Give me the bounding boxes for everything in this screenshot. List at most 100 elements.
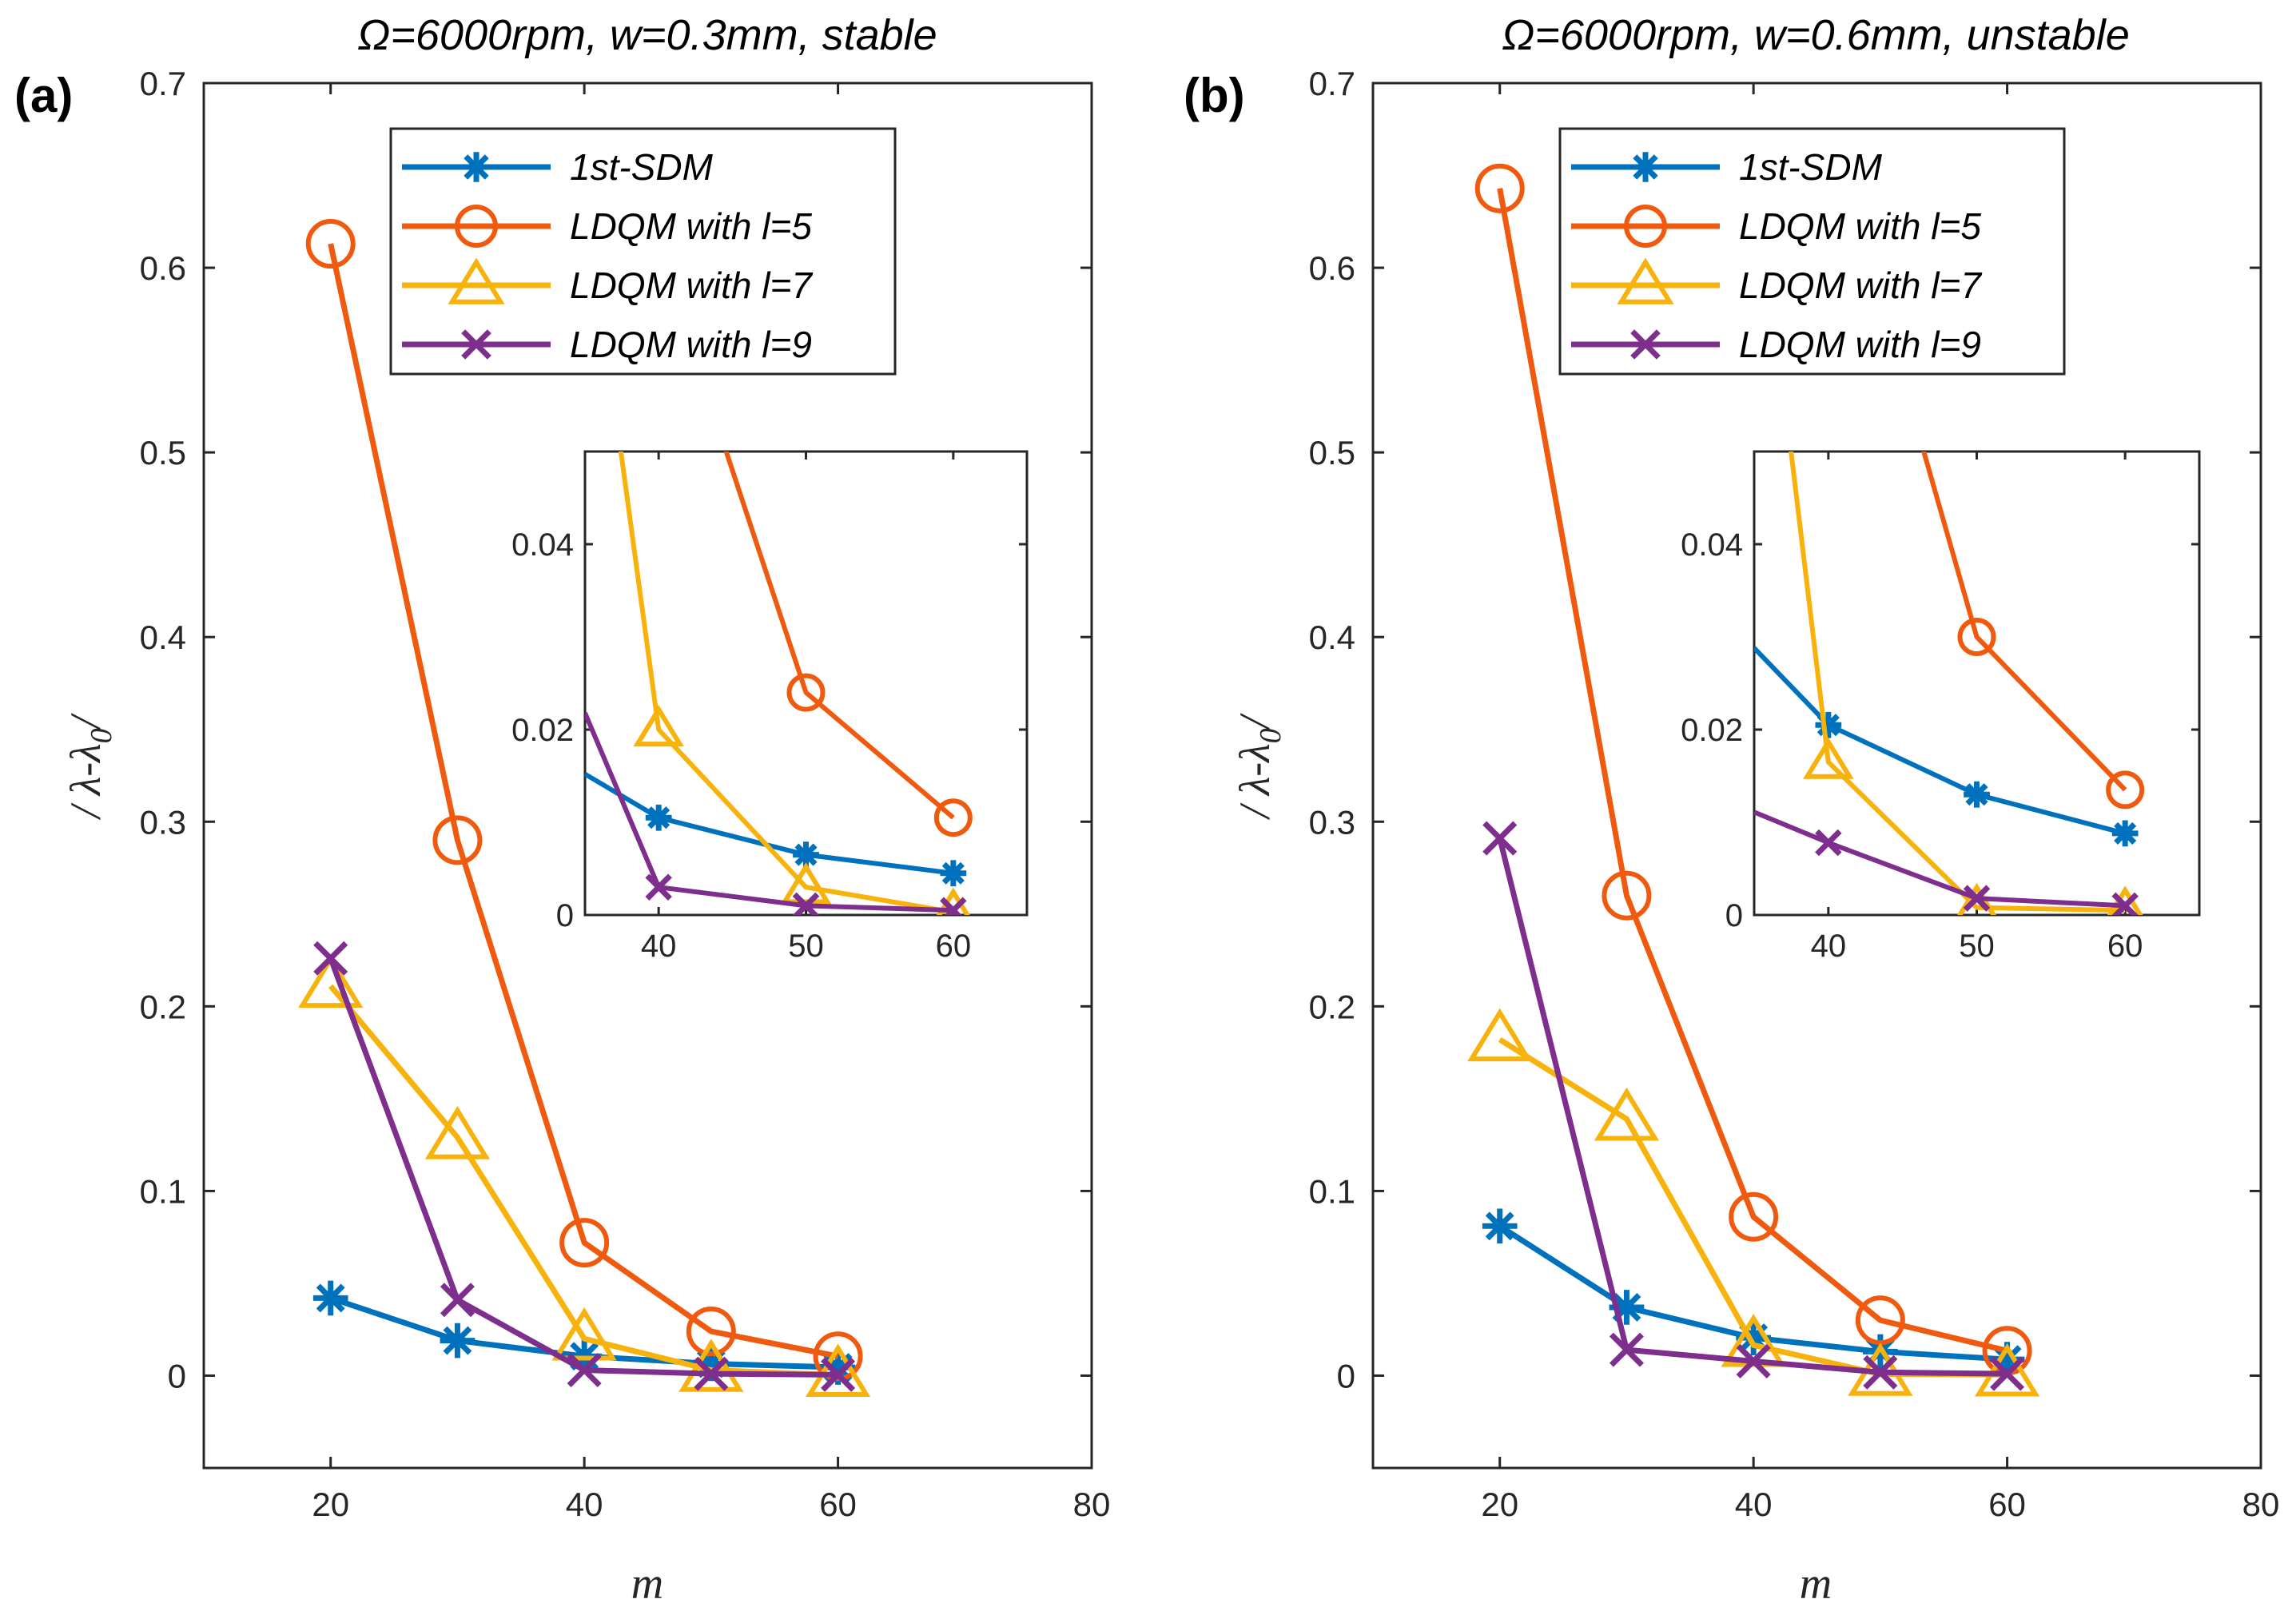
series-ldqm-l9 — [1482, 821, 2025, 1391]
inset-x-tick-label: 40 — [1811, 929, 1847, 964]
legend-label: LDQM with l=9 — [570, 324, 812, 365]
y-tick-label: 0.4 — [1309, 619, 1355, 656]
legend-entry-ldqm-l9: LDQM with l=9 — [1571, 324, 1981, 365]
legend-entry-ldqm-l5: LDQM with l=5 — [402, 205, 812, 248]
data-point-ldqm-l5 — [1474, 163, 1525, 213]
y-tick-label: 0.7 — [140, 65, 186, 102]
legend-label: LDQM with l=7 — [1739, 265, 1982, 306]
inset-data-point-sdm — [1964, 781, 1990, 808]
inset-data-point-ldqm-l9 — [2111, 892, 2139, 915]
data-point-ldqm-l9 — [440, 1283, 475, 1318]
y-axis-label: / λ-λ0/ — [1231, 712, 1287, 820]
legend-marker — [1617, 257, 1674, 304]
series-line-ldqm-l5 — [1497, 188, 2008, 1354]
x-tick-label: 40 — [1735, 1486, 1773, 1523]
inset-series-line-ldqm-l7 — [618, 451, 954, 915]
legend-marker — [455, 205, 498, 248]
inset-y-tick-label: 0.04 — [511, 527, 574, 563]
series-ldqm-l7 — [298, 954, 871, 1397]
inset-series-line-ldqm-l5 — [723, 451, 955, 820]
inset-series-line-ldqm-l7 — [1789, 451, 2126, 913]
data-point-sdm — [1609, 1290, 1645, 1325]
data-point-ldqm-l9 — [1990, 1356, 2025, 1391]
y-axis-label-main: / λ-λ — [1231, 743, 1279, 820]
series-ldqm-l9 — [313, 941, 856, 1392]
legend-marker — [461, 152, 491, 182]
inset-series-line-ldqm-l9 — [1754, 810, 2126, 909]
inset-data-point-ldqm-l9 — [645, 873, 672, 901]
data-point-ldqm-l7 — [424, 1106, 491, 1160]
inset-data-point-ldqm-l5 — [2106, 770, 2145, 810]
panel-label: (a) — [14, 69, 73, 122]
data-point-ldqm-l7 — [1467, 1008, 1533, 1062]
inset-x-tick-label: 50 — [1959, 929, 1995, 964]
data-point-ldqm-l5 — [1602, 870, 1652, 921]
y-tick-label: 0 — [1337, 1357, 1355, 1394]
inset-data-point-sdm — [793, 841, 819, 868]
inset-data-point-ldqm-l5 — [933, 798, 973, 837]
data-point-sdm — [440, 1323, 476, 1358]
y-tick-label: 0.3 — [140, 803, 186, 841]
inset-data-point-ldqm-l5 — [1957, 618, 1996, 656]
panel-label: (b) — [1184, 69, 1245, 122]
inset-data-point-ldqm-l9 — [1963, 885, 1991, 912]
legend-entry-ldqm-l9: LDQM with l=9 — [402, 324, 812, 365]
inset-data — [585, 451, 973, 915]
legend-marker — [448, 257, 505, 304]
y-tick-label: 0.3 — [1309, 803, 1355, 841]
y-axis-label-main: / λ-λ — [62, 743, 109, 820]
y-axis-label-subscript: 0 — [1254, 728, 1287, 743]
panel-b: 20 40 60 80 0 0.1 0.2 0.3 0.4 0.5 0.6 0.7 40 50 60 0 0.0… — [1184, 11, 2279, 1609]
data-point-ldqm-l5 — [686, 1307, 736, 1357]
inset-data-point-sdm — [2111, 820, 2139, 847]
series-ldqm-l5 — [305, 219, 863, 1382]
data-point-ldqm-l5 — [432, 815, 483, 865]
data-point-ldqm-l7 — [1594, 1087, 1660, 1141]
inset-box — [583, 450, 1029, 917]
inset-x-tick-label: 50 — [788, 929, 824, 964]
panel-a: 20 40 60 80 0 0.1 0.2 0.3 0.4 0.5 0.6 0.7 40 50 60 0 0.0… — [14, 11, 1110, 1609]
legend-entry-ldqm-l5: LDQM with l=5 — [1571, 205, 1981, 248]
legend-label: LDQM with l=5 — [570, 205, 812, 247]
data-point-ldqm-l5 — [1855, 1295, 1905, 1346]
axes-box — [202, 82, 1093, 1470]
legend-marker — [1630, 152, 1661, 182]
axes-box — [1371, 82, 2262, 1470]
x-tick-label: 60 — [819, 1486, 857, 1523]
x-tick-label: 40 — [566, 1486, 603, 1523]
data-point-ldqm-l9 — [821, 1357, 856, 1392]
inset-series-line-sdm — [1754, 646, 2126, 836]
inset-data-point-ldqm-l9 — [1815, 829, 1842, 857]
x-tick-label: 60 — [1988, 1486, 2026, 1523]
legend-label: 1st-SDM — [1739, 146, 1883, 188]
data-point-ldqm-l9 — [1863, 1354, 1898, 1390]
data-point-ldqm-l7 — [298, 954, 364, 1008]
data-point-ldqm-l5 — [305, 219, 356, 269]
series-ldqm-l5 — [1474, 163, 2032, 1376]
data-point-ldqm-l9 — [1736, 1343, 1771, 1378]
inset-y-tick-label: 0 — [556, 898, 574, 933]
inset-y-tick-label: 0 — [1725, 898, 1743, 933]
y-tick-label: 0.1 — [1309, 1172, 1355, 1210]
legend: 1st-SDM LDQM with l=5 LDQM with l=7 LDQM wi… — [1558, 127, 2066, 376]
data-point-ldqm-l7 — [805, 1343, 871, 1397]
data-point-ldqm-l7 — [678, 1339, 744, 1392]
chart-title: Ω=6000rpm, w=0.3mm, stable — [357, 11, 937, 59]
y-tick-label: 0 — [168, 1357, 186, 1394]
legend-marker — [1624, 205, 1667, 248]
data-point-ldqm-l9 — [1609, 1332, 1644, 1367]
y-axis-label: / λ-λ0/ — [62, 712, 118, 820]
data-point-sdm — [312, 1280, 348, 1316]
inset-data-point-sdm — [940, 860, 967, 887]
inset-plot: 40 50 60 0 0.02 0.04 — [1681, 450, 2201, 964]
inset-data-point-ldqm-l9 — [940, 897, 967, 915]
legend-label: LDQM with l=5 — [1739, 205, 1981, 247]
inset-data-point-ldqm-l9 — [792, 892, 820, 915]
legend-entry-sdm: 1st-SDM — [402, 146, 714, 188]
legend: 1st-SDM LDQM with l=5 LDQM with l=7 LDQM wi… — [389, 127, 897, 376]
series-line-ldqm-l5 — [328, 243, 839, 1359]
y-tick-label: 0.1 — [140, 1172, 186, 1210]
inset-x-tick-label: 40 — [641, 929, 677, 964]
data-point-sdm — [1482, 1208, 1518, 1244]
y-tick-label: 0.6 — [140, 249, 186, 287]
